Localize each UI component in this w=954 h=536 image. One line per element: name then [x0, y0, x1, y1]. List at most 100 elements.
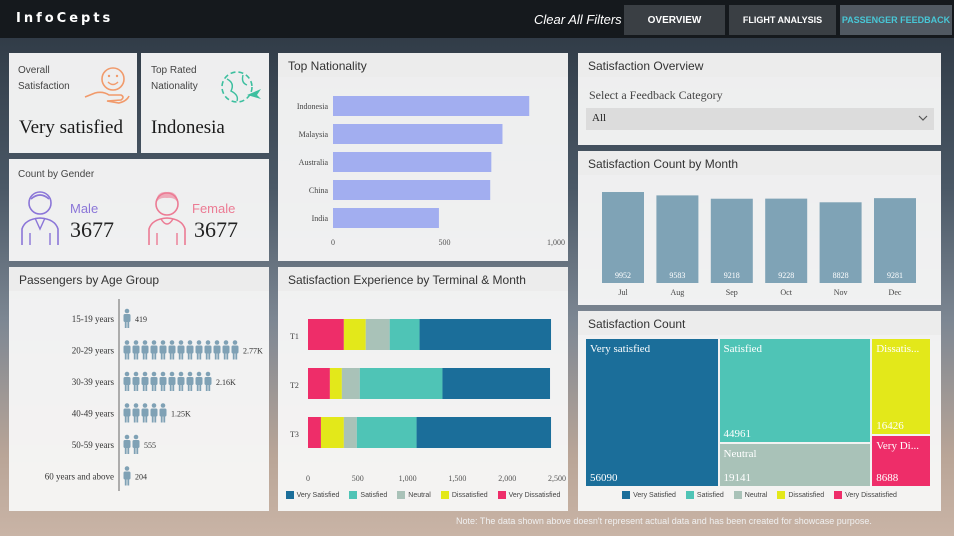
person-icon: [231, 340, 239, 360]
treemap-cell-value: 19141: [723, 471, 752, 484]
person-icon: [204, 371, 212, 391]
person-icon: [159, 371, 167, 391]
footer-note: Note: The data shown above doesn't repre…: [456, 516, 872, 526]
person-icon: [150, 403, 158, 423]
person-icon: [177, 340, 185, 360]
treemap-satisfied[interactable]: Satisfied 44961: [719, 339, 871, 442]
terminal-tick-label: T2: [290, 381, 299, 390]
person-icon: [150, 371, 158, 391]
person-icon: [123, 371, 131, 391]
top-nationality-chart: Indonesia Malaysia Australia China India 0 500…: [297, 96, 565, 247]
month-value-label: 9952: [615, 271, 631, 280]
terminal-stack-segment: [308, 417, 321, 448]
terminal-card: Satisfaction Experience by Terminal & Mo…: [278, 267, 568, 511]
month-tick-label: Jul: [618, 288, 628, 297]
treemap-very-dissatisfied[interactable]: Very Di... 8688: [872, 436, 930, 486]
age-value-label: 1.25K: [171, 410, 191, 419]
person-icon: [195, 371, 203, 391]
age-value-label: 555: [144, 441, 156, 450]
tm-legend-neutral: Neutral: [733, 491, 767, 499]
person-icon: [168, 371, 176, 391]
month-tick-label: Aug: [671, 288, 685, 297]
gender-title: Count by Gender: [18, 169, 95, 180]
treemap-cell-value: 8688: [876, 471, 899, 484]
terminal-stack-segment: [442, 368, 551, 399]
month-value-label: 8828: [833, 271, 849, 280]
age-category-label: 30-39 years: [72, 377, 115, 387]
male-value: 3677: [70, 217, 114, 242]
clear-filters-button[interactable]: Clear All Filters: [534, 12, 622, 27]
month-tick-label: Oct: [780, 288, 792, 297]
treemap-neutral[interactable]: Neutral 19141: [719, 443, 871, 486]
person-icon: [132, 371, 140, 391]
age-value-label: 419: [135, 315, 147, 324]
tab-overview[interactable]: OVERVIEW: [624, 5, 725, 35]
tm-legend-very-satisfied: Very Satisfied: [622, 491, 676, 499]
terminal-x-tick: 1,000: [399, 474, 417, 483]
nationality-tick-label: China: [309, 186, 329, 195]
terminal-stack-segment: [320, 417, 344, 448]
gender-card: Count by Gender Male 3677 Female 3677: [9, 159, 269, 261]
tab-flight-analysis[interactable]: FLIGHT ANALYSIS: [729, 5, 836, 35]
terminal-stack-segment: [365, 319, 390, 350]
month-value-label: 9218: [724, 271, 740, 280]
tab-passenger-feedback[interactable]: PASSENGER FEEDBACK: [840, 5, 952, 35]
month-bar: [710, 198, 753, 283]
hand-heart-icon: [84, 67, 130, 104]
person-icon: [123, 466, 131, 486]
male-icon: [21, 191, 59, 245]
feedback-category-select[interactable]: All: [586, 108, 934, 130]
globe-plane-icon: [221, 71, 261, 103]
person-icon: [132, 403, 140, 423]
nationality-x-tick: 1,000: [547, 238, 565, 247]
female-label: Female: [192, 201, 236, 216]
treemap-cell-label: Very satisfied: [590, 343, 651, 355]
month-tick-label: Sep: [726, 288, 738, 297]
treemap-cell-label: Very Di...: [876, 440, 919, 453]
terminal-chart: T1 T2 T3 0 500 1,000 1,500 2,000 2,500: [290, 319, 566, 483]
month-value-label: 9281: [887, 271, 903, 280]
top-rated-label-2: Nationality: [151, 81, 198, 92]
nationality-tick-label: India: [312, 214, 329, 223]
overall-value: Very satisfied: [19, 117, 123, 138]
person-icon: [141, 340, 149, 360]
female-icon: [148, 191, 186, 245]
month-bar: [874, 198, 916, 283]
age-value-label: 204: [135, 473, 147, 482]
count-by-month-chart: 9952 Jul 9583 Aug 9218 Sep 9228 Oct 8828 Nov 9281 D…: [602, 192, 916, 297]
terminal-tick-label: T1: [290, 332, 299, 341]
treemap-cell-label: Dissatis...: [876, 343, 920, 355]
terminal-stack-segment: [389, 319, 420, 350]
terminal-x-tick: 2,500: [548, 474, 566, 483]
age-group-card: Passengers by Age Group 15-19 years 419 20…: [9, 267, 269, 511]
age-category-label: 15-19 years: [72, 314, 115, 324]
satisfaction-treemap: Very satisfied 56090 Satisfied 44961 Neutral…: [586, 339, 932, 488]
male-label: Male: [70, 201, 99, 216]
person-icon: [195, 340, 203, 360]
month-tick-label: Dec: [889, 288, 902, 297]
treemap-dissatisfied[interactable]: Dissatis... 16426: [872, 339, 930, 435]
nationality-tick-label: Australia: [299, 158, 329, 167]
nationality-bar: [333, 96, 530, 116]
satisfaction-count-title: Satisfaction Count: [578, 311, 941, 335]
terminal-stack-segment: [341, 368, 360, 399]
overall-satisfaction-card: Overall Satisfaction Very satisfied: [9, 53, 137, 153]
terminal-stack-segment: [343, 319, 366, 350]
terminal-legend: Very Satisfied Satisfied Neutral Dissati…: [278, 491, 568, 499]
terminal-stack-segment: [329, 368, 342, 399]
female-value: 3677: [194, 217, 238, 242]
person-icon: [132, 340, 140, 360]
treemap-cell-value: 16426: [876, 420, 904, 433]
terminal-stack-segment: [359, 368, 443, 399]
legend-item-very-dissatisfied: Very Dissatisfied: [497, 491, 560, 499]
treemap-very-satisfied[interactable]: Very satisfied 56090: [586, 339, 718, 486]
legend-item-neutral: Neutral: [397, 491, 431, 499]
person-icon: [213, 340, 221, 360]
month-tick-label: Nov: [834, 288, 848, 297]
legend-item-satisfied: Satisfied: [349, 491, 387, 499]
person-icon: [204, 340, 212, 360]
terminal-x-tick: 2,000: [498, 474, 516, 483]
terminal-stack-segment: [308, 319, 344, 350]
nationality-bar: [333, 152, 492, 172]
month-value-label: 9583: [669, 271, 685, 280]
